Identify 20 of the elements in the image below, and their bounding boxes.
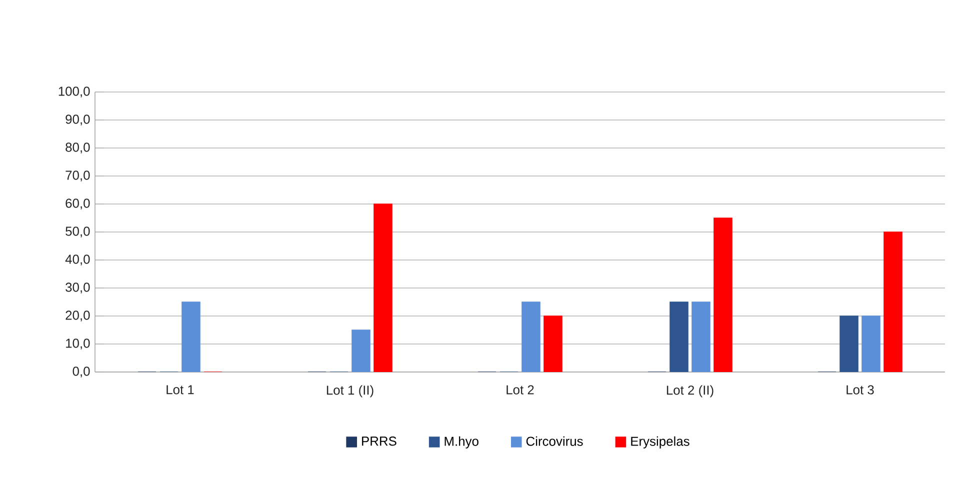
y-tick-label: 30,0	[66, 282, 90, 294]
legend-label: PRRS	[362, 436, 396, 446]
legend-label: Erysipelas	[631, 436, 690, 448]
y-tick-label: 0,0	[72, 366, 90, 378]
y-tick-label: 60,0	[66, 198, 90, 210]
y-tick-label: 80,0	[66, 142, 90, 154]
y-tick-label: 50,0	[66, 226, 90, 238]
x-tick-label: Lot 2 (II)	[666, 385, 714, 398]
legend-label: Circovirus	[526, 436, 583, 446]
x-tick-label: Lot 2	[506, 385, 534, 394]
y-tick-label: 90,0	[66, 114, 90, 126]
y-tick-label: 20,0	[66, 310, 90, 322]
x-tick-label: Lot 1	[166, 385, 194, 394]
y-tick-label: 40,0	[65, 254, 90, 266]
y-tick-label: 70,0	[66, 170, 90, 182]
y-tick-label: 10,0	[66, 338, 90, 350]
x-tick-label: Lot 3	[846, 385, 874, 394]
legend-label: M.hyo	[444, 436, 478, 448]
y-tick-label: 100,0	[58, 86, 90, 98]
x-tick-label: Lot 1 (II)	[326, 385, 374, 398]
